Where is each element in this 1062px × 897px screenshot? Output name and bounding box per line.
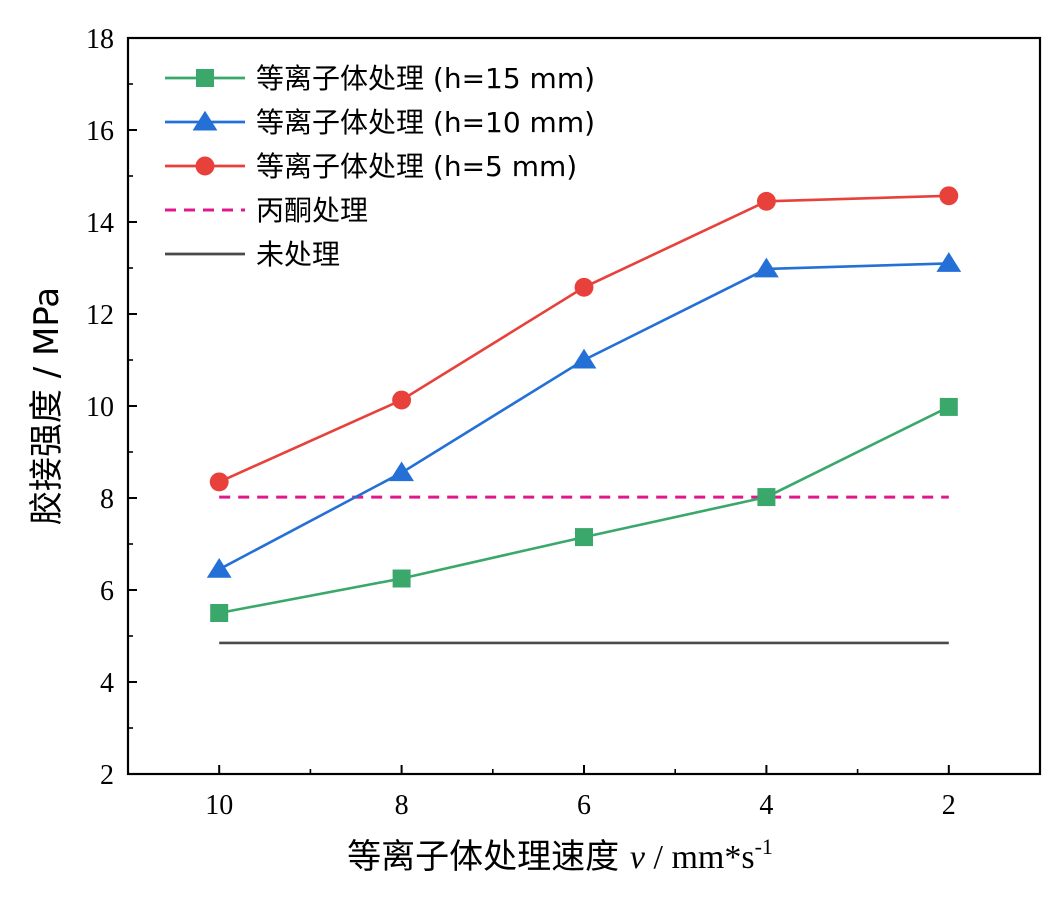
legend-label: 等离子体处理 (h=10 mm) — [256, 106, 595, 139]
legend-item-0: 等离子体处理 (h=15 mm) — [165, 62, 595, 95]
legend-label: 未处理 — [256, 238, 340, 271]
x-axis-title-variable: v — [630, 839, 646, 876]
x-axis-title-unit: / mm*s — [645, 839, 755, 876]
series-layer — [206, 186, 962, 645]
legend-marker — [195, 156, 215, 176]
data-point — [392, 390, 412, 410]
x-tick-label: 4 — [759, 790, 773, 821]
data-point — [574, 277, 594, 297]
data-point — [210, 604, 229, 622]
legend-marker — [196, 69, 214, 87]
data-point — [209, 472, 229, 492]
axes: 2 4 6 8 10 12 14 16 18 10 8 6 4 2 — [86, 24, 1042, 821]
x-tick-label: 2 — [942, 790, 956, 821]
legend-label: 等离子体处理 (h=15 mm) — [256, 62, 595, 95]
x-axis-title-superscript: -1 — [755, 834, 773, 859]
x-axis-title-main: 等离子体处理速度 — [347, 837, 630, 877]
data-point — [939, 397, 958, 416]
x-tick-label: 10 — [205, 790, 233, 821]
plot-frame — [126, 36, 1042, 776]
data-point — [571, 348, 597, 369]
series-line — [218, 262, 949, 571]
y-tick-label: 16 — [86, 116, 114, 147]
legend-item-1: 等离子体处理 (h=10 mm) — [165, 106, 595, 139]
y-axis-title: 胶接强度 / MPa — [27, 287, 67, 525]
legend-marker — [192, 110, 218, 131]
y-tick-label: 18 — [86, 24, 114, 55]
y-tick-label: 6 — [100, 576, 114, 607]
data-point — [757, 488, 776, 507]
data-point — [756, 191, 776, 211]
y-tick-label: 12 — [86, 300, 114, 331]
series-2 — [209, 186, 959, 492]
legend-label: 等离子体处理 (h=5 mm) — [256, 150, 577, 183]
series-0 — [210, 397, 958, 622]
series-1 — [206, 252, 962, 578]
data-point — [939, 186, 959, 206]
x-axis-title: 等离子体处理速度 v / mm*s-1 — [347, 834, 773, 877]
y-tick-label: 14 — [86, 208, 114, 239]
legend-item-3: 丙酮处理 — [165, 194, 368, 227]
data-point — [392, 569, 411, 588]
data-point — [754, 257, 779, 278]
data-point — [936, 252, 962, 272]
data-point — [206, 558, 232, 578]
x-tick-label: 6 — [577, 790, 591, 821]
y-tick-label: 10 — [86, 392, 114, 423]
legend-item-4: 未处理 — [165, 238, 340, 271]
data-point — [389, 461, 414, 482]
legend-label: 丙酮处理 — [256, 194, 368, 227]
legend-item-2: 等离子体处理 (h=5 mm) — [165, 150, 577, 183]
y-tick-label: 2 — [100, 760, 114, 791]
data-point — [575, 528, 593, 547]
y-tick-label: 4 — [100, 668, 114, 699]
y-tick-label: 8 — [100, 484, 114, 515]
x-tick-label: 8 — [395, 790, 409, 821]
legend: 等离子体处理 (h=15 mm) 等离子体处理 (h=10 mm) 等离子体处理 (… — [165, 62, 595, 271]
